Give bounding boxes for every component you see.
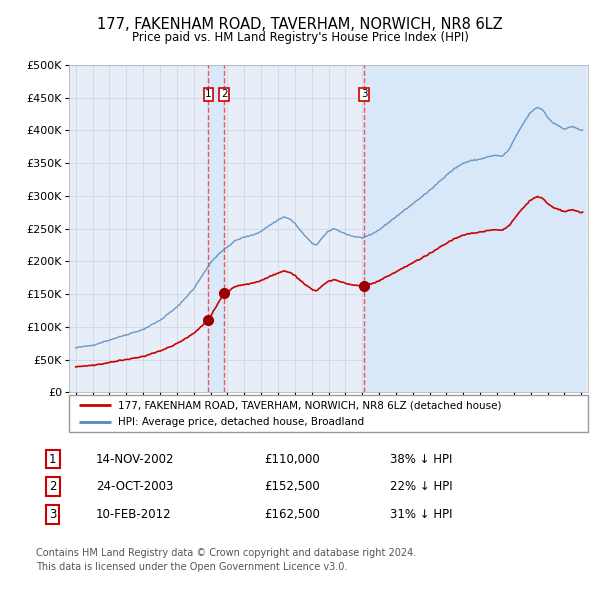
Text: 14-NOV-2002: 14-NOV-2002 [96, 453, 175, 466]
Bar [364, 65, 584, 392]
Text: This data is licensed under the Open Government Licence v3.0.: This data is licensed under the Open Gov… [36, 562, 347, 572]
Text: Price paid vs. HM Land Registry's House Price Index (HPI): Price paid vs. HM Land Registry's House … [131, 31, 469, 44]
Text: 1: 1 [49, 453, 56, 466]
Text: HPI: Average price, detached house, Broadland: HPI: Average price, detached house, Broa… [118, 417, 364, 427]
Text: 2: 2 [49, 480, 56, 493]
Text: 38% ↓ HPI: 38% ↓ HPI [390, 453, 452, 466]
Text: Contains HM Land Registry data © Crown copyright and database right 2024.: Contains HM Land Registry data © Crown c… [36, 548, 416, 558]
Text: 2: 2 [221, 89, 227, 99]
Text: 177, FAKENHAM ROAD, TAVERHAM, NORWICH, NR8 6LZ (detached house): 177, FAKENHAM ROAD, TAVERHAM, NORWICH, N… [118, 400, 502, 410]
Bar [208, 65, 224, 392]
Text: £110,000: £110,000 [264, 453, 320, 466]
Text: 10-FEB-2012: 10-FEB-2012 [96, 508, 172, 521]
Text: 3: 3 [49, 508, 56, 521]
Text: 31% ↓ HPI: 31% ↓ HPI [390, 508, 452, 521]
Text: £162,500: £162,500 [264, 508, 320, 521]
Text: 3: 3 [361, 89, 367, 99]
Text: 1: 1 [205, 89, 212, 99]
Text: 24-OCT-2003: 24-OCT-2003 [96, 480, 173, 493]
Text: £152,500: £152,500 [264, 480, 320, 493]
Text: 22% ↓ HPI: 22% ↓ HPI [390, 480, 452, 493]
Text: 177, FAKENHAM ROAD, TAVERHAM, NORWICH, NR8 6LZ: 177, FAKENHAM ROAD, TAVERHAM, NORWICH, N… [97, 17, 503, 31]
